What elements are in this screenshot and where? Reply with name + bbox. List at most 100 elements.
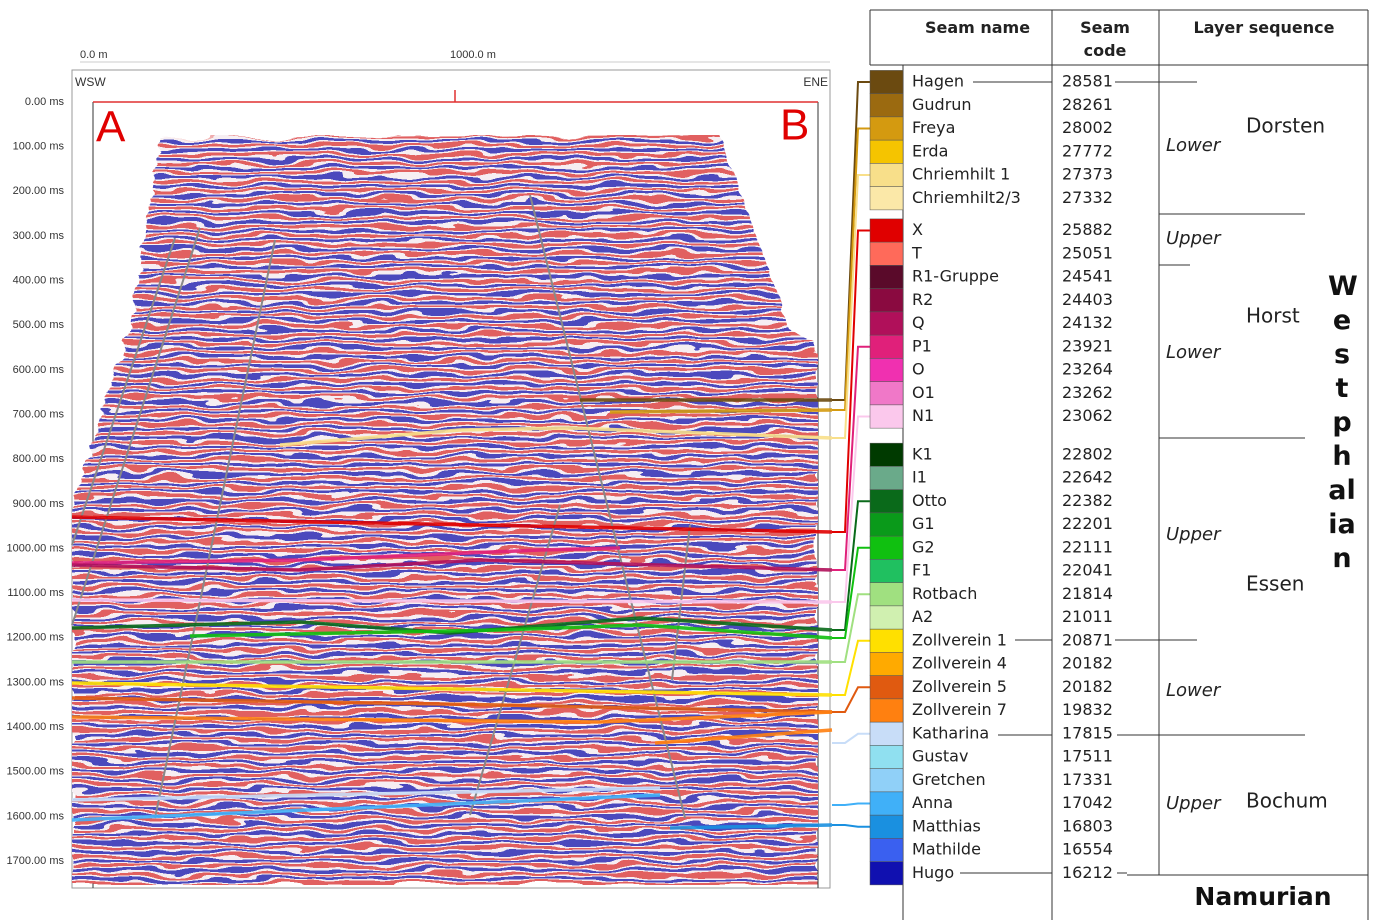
seam-name: Matthias: [912, 816, 981, 835]
seam-swatch: [870, 70, 903, 93]
time-label: 0.00 ms: [25, 96, 65, 108]
seam-code: 22382: [1062, 491, 1113, 510]
seam-code: 23264: [1062, 360, 1113, 379]
seam-name: Zollverein 5: [912, 677, 1007, 696]
seam-swatch: [870, 559, 903, 582]
time-label: 900.00 ms: [13, 498, 65, 510]
seam-name: T: [911, 243, 922, 262]
seismic-image: [72, 135, 818, 885]
seam-swatch: [870, 513, 903, 536]
seam-code: 21814: [1062, 584, 1113, 603]
connector: [832, 129, 870, 411]
distance-label: 0.0 m: [80, 49, 108, 61]
seam-name: Rotbach: [912, 584, 977, 603]
seam-name: O1: [912, 383, 935, 402]
seam-swatch: [870, 652, 903, 675]
seam-code: 23262: [1062, 383, 1113, 402]
header-code: Seam code: [1070, 16, 1140, 62]
seam-name: Gustav: [912, 747, 968, 766]
header-sequence: Layer sequence: [1162, 16, 1366, 39]
seam-name: N1: [912, 406, 934, 425]
seam-code: 20182: [1062, 654, 1113, 673]
seam-name: I1: [912, 468, 927, 487]
time-label: 700.00 ms: [13, 408, 65, 420]
seam-name: Chriemhilt2/3: [912, 188, 1021, 207]
time-label: 1400.00 ms: [7, 721, 65, 733]
seam-code: 28581: [1062, 72, 1113, 91]
seam-name: K1: [912, 444, 933, 463]
seam-swatch: [870, 676, 903, 699]
connector: [832, 687, 870, 712]
seam-swatch: [870, 163, 903, 186]
seam-name: Gretchen: [912, 770, 986, 789]
time-label: 1300.00 ms: [7, 676, 65, 688]
seam-name: Zollverein 1: [912, 630, 1007, 649]
seam-name: Otto: [912, 491, 947, 510]
seam-code: 22111: [1062, 537, 1113, 556]
direction-label: ENE: [803, 75, 828, 89]
seam-swatch: [870, 583, 903, 606]
time-label: 1600.00 ms: [7, 810, 65, 822]
horizon: [72, 600, 832, 602]
time-label: 1200.00 ms: [7, 632, 65, 644]
seam-name: R2: [912, 290, 933, 309]
seam-name: Katharina: [912, 723, 989, 742]
seam-name: G2: [912, 537, 935, 556]
time-label: 600.00 ms: [13, 364, 65, 376]
seam-code: 17331: [1062, 770, 1113, 789]
seam-name: Anna: [912, 793, 953, 812]
seam-code: 24403: [1062, 290, 1113, 309]
seam-code: 17815: [1062, 723, 1113, 742]
seam-name: Zollverein 7: [912, 700, 1007, 719]
seam-name: R1-Gruppe: [912, 267, 999, 286]
time-label: 200.00 ms: [13, 185, 65, 197]
seam-name: Zollverein 4: [912, 654, 1007, 673]
time-label: 1500.00 ms: [7, 766, 65, 778]
time-label: 400.00 ms: [13, 275, 65, 287]
time-label: 800.00 ms: [13, 453, 65, 465]
seam-name: F1: [912, 561, 931, 580]
seam-name: X: [912, 220, 923, 239]
seam-code: 16554: [1062, 840, 1113, 859]
subdivision: Upper: [1166, 228, 1222, 249]
seam-name: Chriemhilt 1: [912, 165, 1010, 184]
unit: Bochum: [1246, 789, 1328, 813]
seam-swatch: [870, 838, 903, 861]
seam-name: P1: [912, 336, 932, 355]
connector: [832, 804, 870, 806]
seam-code: 22802: [1062, 444, 1113, 463]
seam-name: Q: [912, 313, 925, 332]
seam-code: 27332: [1062, 188, 1113, 207]
seam-swatch: [870, 312, 903, 335]
seam-name: A2: [912, 607, 933, 626]
time-label: 1000.00 ms: [7, 542, 65, 554]
subdivision: Upper: [1166, 524, 1222, 545]
seam-swatch: [870, 358, 903, 381]
unit: Essen: [1246, 572, 1304, 596]
time-label: 1700.00 ms: [7, 855, 65, 867]
seam-name: Hugo: [912, 863, 954, 882]
seam-swatch: [870, 289, 903, 312]
seam-code: 24132: [1062, 313, 1113, 332]
seam-code: 28261: [1062, 95, 1113, 114]
seam-name: G1: [912, 514, 935, 533]
seam-code: 23062: [1062, 406, 1113, 425]
time-label: 500.00 ms: [13, 319, 65, 331]
seam-name: Erda: [912, 141, 948, 160]
time-label: 300.00 ms: [13, 230, 65, 242]
seam-swatch: [870, 117, 903, 140]
seam-swatch: [870, 815, 903, 838]
seam-code: 28002: [1062, 118, 1113, 137]
seam-swatch: [870, 94, 903, 117]
seam-code: 21011: [1062, 607, 1113, 626]
subdivision: Lower: [1166, 135, 1222, 156]
connector: [832, 734, 870, 743]
seam-swatch: [870, 722, 903, 745]
seam-swatch: [870, 242, 903, 265]
seam-code: 17511: [1062, 747, 1113, 766]
seam-code: 20871: [1062, 630, 1113, 649]
seam-swatch: [870, 443, 903, 466]
seam-code: 17042: [1062, 793, 1113, 812]
seam-swatch: [870, 629, 903, 652]
seam-swatch: [870, 699, 903, 722]
